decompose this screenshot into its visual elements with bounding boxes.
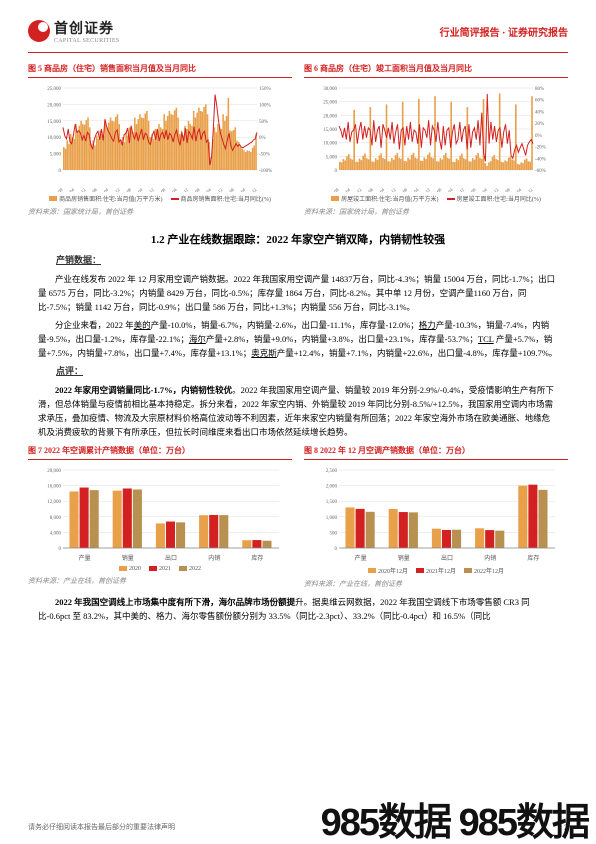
svg-text:10,000: 10,000 [323,142,337,147]
svg-text:库存: 库存 [527,554,539,562]
chart-6-title: 图 6 商品房（住宅）竣工面积当月值及当月同比 [304,61,568,78]
svg-text:5,000: 5,000 [326,155,338,160]
svg-text:-60%: -60% [535,169,546,174]
chart-6-svg: 0 5,000 10,000 15,000 20,000 25,000 30,000 -60%… [304,82,568,192]
watermark: 985数据 985数据 [321,804,588,842]
chart-7: 图 7 2022 年空调累计产销数据（单位：万台） 0 4,000 8,000 12,… [28,443,292,595]
svg-text:0%: 0% [259,136,266,141]
chart-5-title: 图 5 商品房（住宅）销售面积当月值及当月同比 [28,61,292,78]
svg-text:2,000: 2,000 [326,484,338,489]
section-heading: 1.2 产业在线数据跟踪：2022 年家空产销双降，内销韧性较强 [0,223,596,253]
svg-text:0: 0 [335,547,338,552]
svg-text:产量: 产量 [79,554,91,562]
para-3: 2022 年家用空调销量同比-1.7%，内销韧性较优。2022 年我国家用空调产… [38,383,558,439]
charts-row-1: 图 5 商品房（住宅）销售面积当月值及当月同比 0 5,000 10,000 15,0… [0,61,596,223]
svg-text:20,000: 20,000 [47,103,61,108]
svg-text:15,000: 15,000 [47,120,61,125]
body-text: 产销数据： 产业在线发布 2022 年 12 月家用空调产销数据。2022 年我… [0,253,596,439]
chart-5: 图 5 商品房（住宅）销售面积当月值及当月同比 0 5,000 10,000 15,0… [28,61,292,223]
svg-text:25,000: 25,000 [47,87,61,92]
chart-7-legend: 2020 2021 2022 [28,564,292,574]
svg-text:-40%: -40% [535,157,546,162]
body-text-2: 2022 年我国空调线上市场集中度有所下滑，海尔品牌市场份额提升。据奥维云网数据… [0,595,596,623]
svg-text:150%: 150% [259,87,271,92]
svg-text:0: 0 [59,547,62,552]
chart-7-svg: 0 4,000 8,000 12,000 16,000 20,000 产量 销量 出口 内销 库存 [28,464,292,564]
svg-text:内销: 内销 [484,554,496,562]
svg-text:8,000: 8,000 [50,516,62,521]
chart-8-title: 图 8 2022 年 12 月空调产销数据（单位：万台） [304,443,568,460]
svg-text:20,000: 20,000 [47,469,61,474]
svg-text:销量: 销量 [122,554,134,562]
svg-text:-50%: -50% [259,153,270,158]
header-category: 行业简评报告 · 证券研究报告 [440,24,568,39]
svg-text:2,500: 2,500 [326,469,338,474]
chart-8-source: 资料来源：产业在线，首创证券 [304,577,568,595]
svg-text:-20%: -20% [535,146,546,151]
svg-text:1,500: 1,500 [326,500,338,505]
company-logo: 首创证券 CAPITAL SECURITIES [28,18,120,44]
chart-6: 图 6 商品房（住宅）竣工面积当月值及当月同比 0 5,000 10,000 15,0… [304,61,568,223]
chart-5-svg: 0 5,000 10,000 15,000 20,000 25,000 -100% -50% 0… [28,82,292,192]
svg-text:40%: 40% [535,110,544,115]
charts-row-2: 图 7 2022 年空调累计产销数据（单位：万台） 0 4,000 8,000 12,… [0,443,596,595]
svg-text:60%: 60% [535,99,544,104]
para-4: 2022 年我国空调线上市场集中度有所下滑，海尔品牌市场份额提升。据奥维云网数据… [38,595,558,623]
svg-text:库存: 库存 [251,554,263,562]
footer-disclaimer: 请务必仔细阅读本报告最后部分的重要法律声明 [28,822,175,832]
logo-text-en: CAPITAL SECURITIES [54,38,120,44]
svg-text:0: 0 [59,169,62,174]
para-1: 产业在线发布 2022 年 12 月家用空调产销数据。2022 年我国家用空调产… [38,272,558,314]
logo-text-zh: 首创证券 [54,18,120,38]
svg-text:15,000: 15,000 [323,128,337,133]
header-rule [28,52,568,53]
chart-8: 图 8 2022 年 12 月空调产销数据（单位：万台） 0 500 1,000 1,… [304,443,568,595]
svg-text:销量: 销量 [398,554,410,562]
chart-6-legend: 房屋竣工面积:住宅:当月值(万平方米) 房屋竣工面积:住宅:当月同比(%) [304,192,568,205]
svg-text:0: 0 [335,169,338,174]
page-header: 首创证券 CAPITAL SECURITIES 行业简评报告 · 证券研究报告 [0,0,596,52]
svg-text:出口: 出口 [441,554,453,562]
svg-text:1,000: 1,000 [326,516,338,521]
chart-7-source: 资料来源：产业在线，首创证券 [28,574,292,592]
svg-text:80%: 80% [535,87,544,92]
svg-text:0%: 0% [535,134,542,139]
svg-text:-100%: -100% [259,169,272,174]
subhead-1: 产销数据： [38,253,558,268]
svg-text:50%: 50% [259,120,268,125]
para-2: 分企业来看，2022 年美的产量-10.0%，销量-6.7%，内销量-2.6%，… [38,318,558,360]
svg-text:500: 500 [330,531,338,536]
svg-text:产量: 产量 [355,554,367,562]
svg-text:出口: 出口 [165,554,177,562]
svg-text:20,000: 20,000 [323,114,337,119]
chart-5-source: 资料来源：国家统计局，首创证券 [28,205,292,223]
svg-text:12,000: 12,000 [47,500,61,505]
chart-6-source: 资料来源：国家统计局，首创证券 [304,205,568,223]
svg-text:100%: 100% [259,103,271,108]
subhead-2: 点评： [38,364,558,379]
svg-text:10,000: 10,000 [47,136,61,141]
svg-text:30,000: 30,000 [323,87,337,92]
chart-8-legend: 2020年12月 2021年12月 2022年12月 [304,564,568,577]
svg-text:20%: 20% [535,122,544,127]
chart-7-title: 图 7 2022 年空调累计产销数据（单位：万台） [28,443,292,460]
chart-8-svg: 0 500 1,000 1,500 2,000 2,500 产量 销量 出口 内销 库存 [304,464,568,564]
svg-text:25,000: 25,000 [323,101,337,106]
svg-text:16,000: 16,000 [47,484,61,489]
svg-text:内销: 内销 [208,554,220,562]
svg-text:4,000: 4,000 [50,531,62,536]
logo-icon [28,20,50,42]
svg-text:5,000: 5,000 [50,153,62,158]
chart-5-legend: 商品房销售面积:住宅:当月值(万平方米) 商品房销售面积:住宅:当月同比(%) [28,192,292,205]
